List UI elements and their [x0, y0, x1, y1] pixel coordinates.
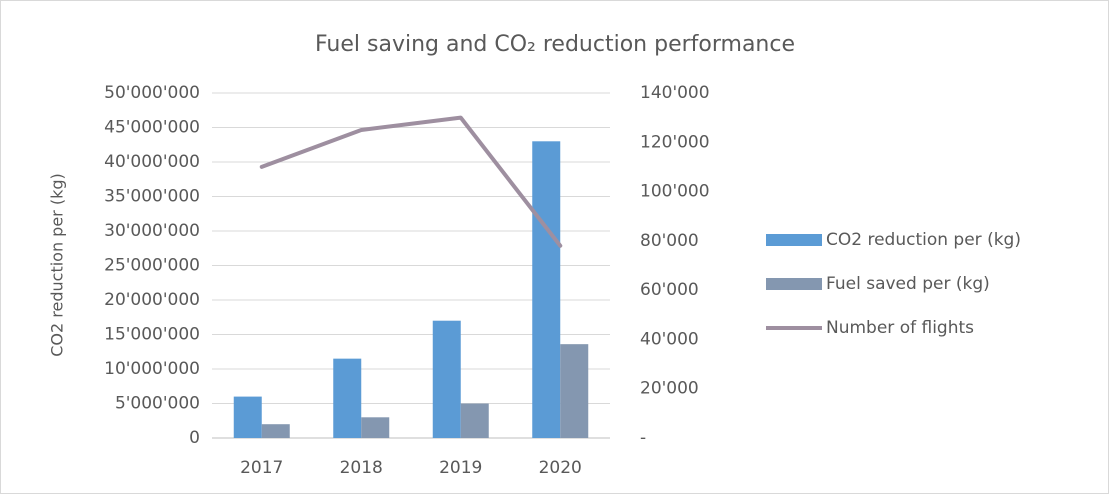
chart-title: Fuel saving and CO₂ reduction performanc…	[315, 32, 795, 57]
bar	[233, 396, 262, 438]
y-tick-label: 35'000'000	[104, 187, 200, 207]
y-tick-label: 50'000'000	[104, 83, 200, 103]
bar	[432, 320, 461, 438]
bar	[560, 344, 589, 438]
bar	[261, 424, 290, 438]
y2-tick-label: 80'000	[640, 231, 699, 251]
x-tick-label: 2019	[439, 458, 482, 478]
y2-tick-label: 140'000	[640, 83, 710, 103]
y2-tick-label: 60'000	[640, 280, 699, 300]
y2-tick-label: 100'000	[640, 182, 710, 202]
y-axis-label: CO2 reduction per (kg)	[48, 173, 67, 357]
y2-tick-label: 40'000	[640, 329, 699, 349]
y-tick-label: 15'000'000	[104, 325, 200, 345]
line	[259, 115, 563, 248]
bar	[532, 141, 561, 439]
y-tick-label: 45'000'000	[104, 118, 200, 138]
x-tick-label: 2020	[539, 458, 582, 478]
bar	[361, 417, 390, 438]
y2-tick-label: -	[640, 428, 646, 448]
y-tick-label: 5'000'000	[115, 394, 200, 414]
legend-label: Number of flights	[826, 318, 974, 338]
y2-tick-label: 120'000	[640, 132, 710, 152]
x-tick-label: 2018	[340, 458, 383, 478]
y2-tick-label: 20'000	[640, 379, 699, 399]
y-tick-label: 40'000'000	[104, 152, 200, 172]
legend-label: Fuel saved per (kg)	[826, 274, 990, 294]
legend-label: CO2 reduction per (kg)	[826, 230, 1021, 250]
y-tick-label: 30'000'000	[104, 221, 200, 241]
legend-swatch	[766, 278, 822, 290]
y-tick-label: 25'000'000	[104, 256, 200, 276]
y-tick-label: 0	[189, 428, 200, 448]
bar	[460, 403, 489, 438]
legend-swatch	[766, 234, 822, 246]
y-tick-label: 10'000'000	[104, 359, 200, 379]
y-tick-label: 20'000'000	[104, 290, 200, 310]
x-tick-label: 2017	[240, 458, 283, 478]
bar	[333, 358, 362, 438]
